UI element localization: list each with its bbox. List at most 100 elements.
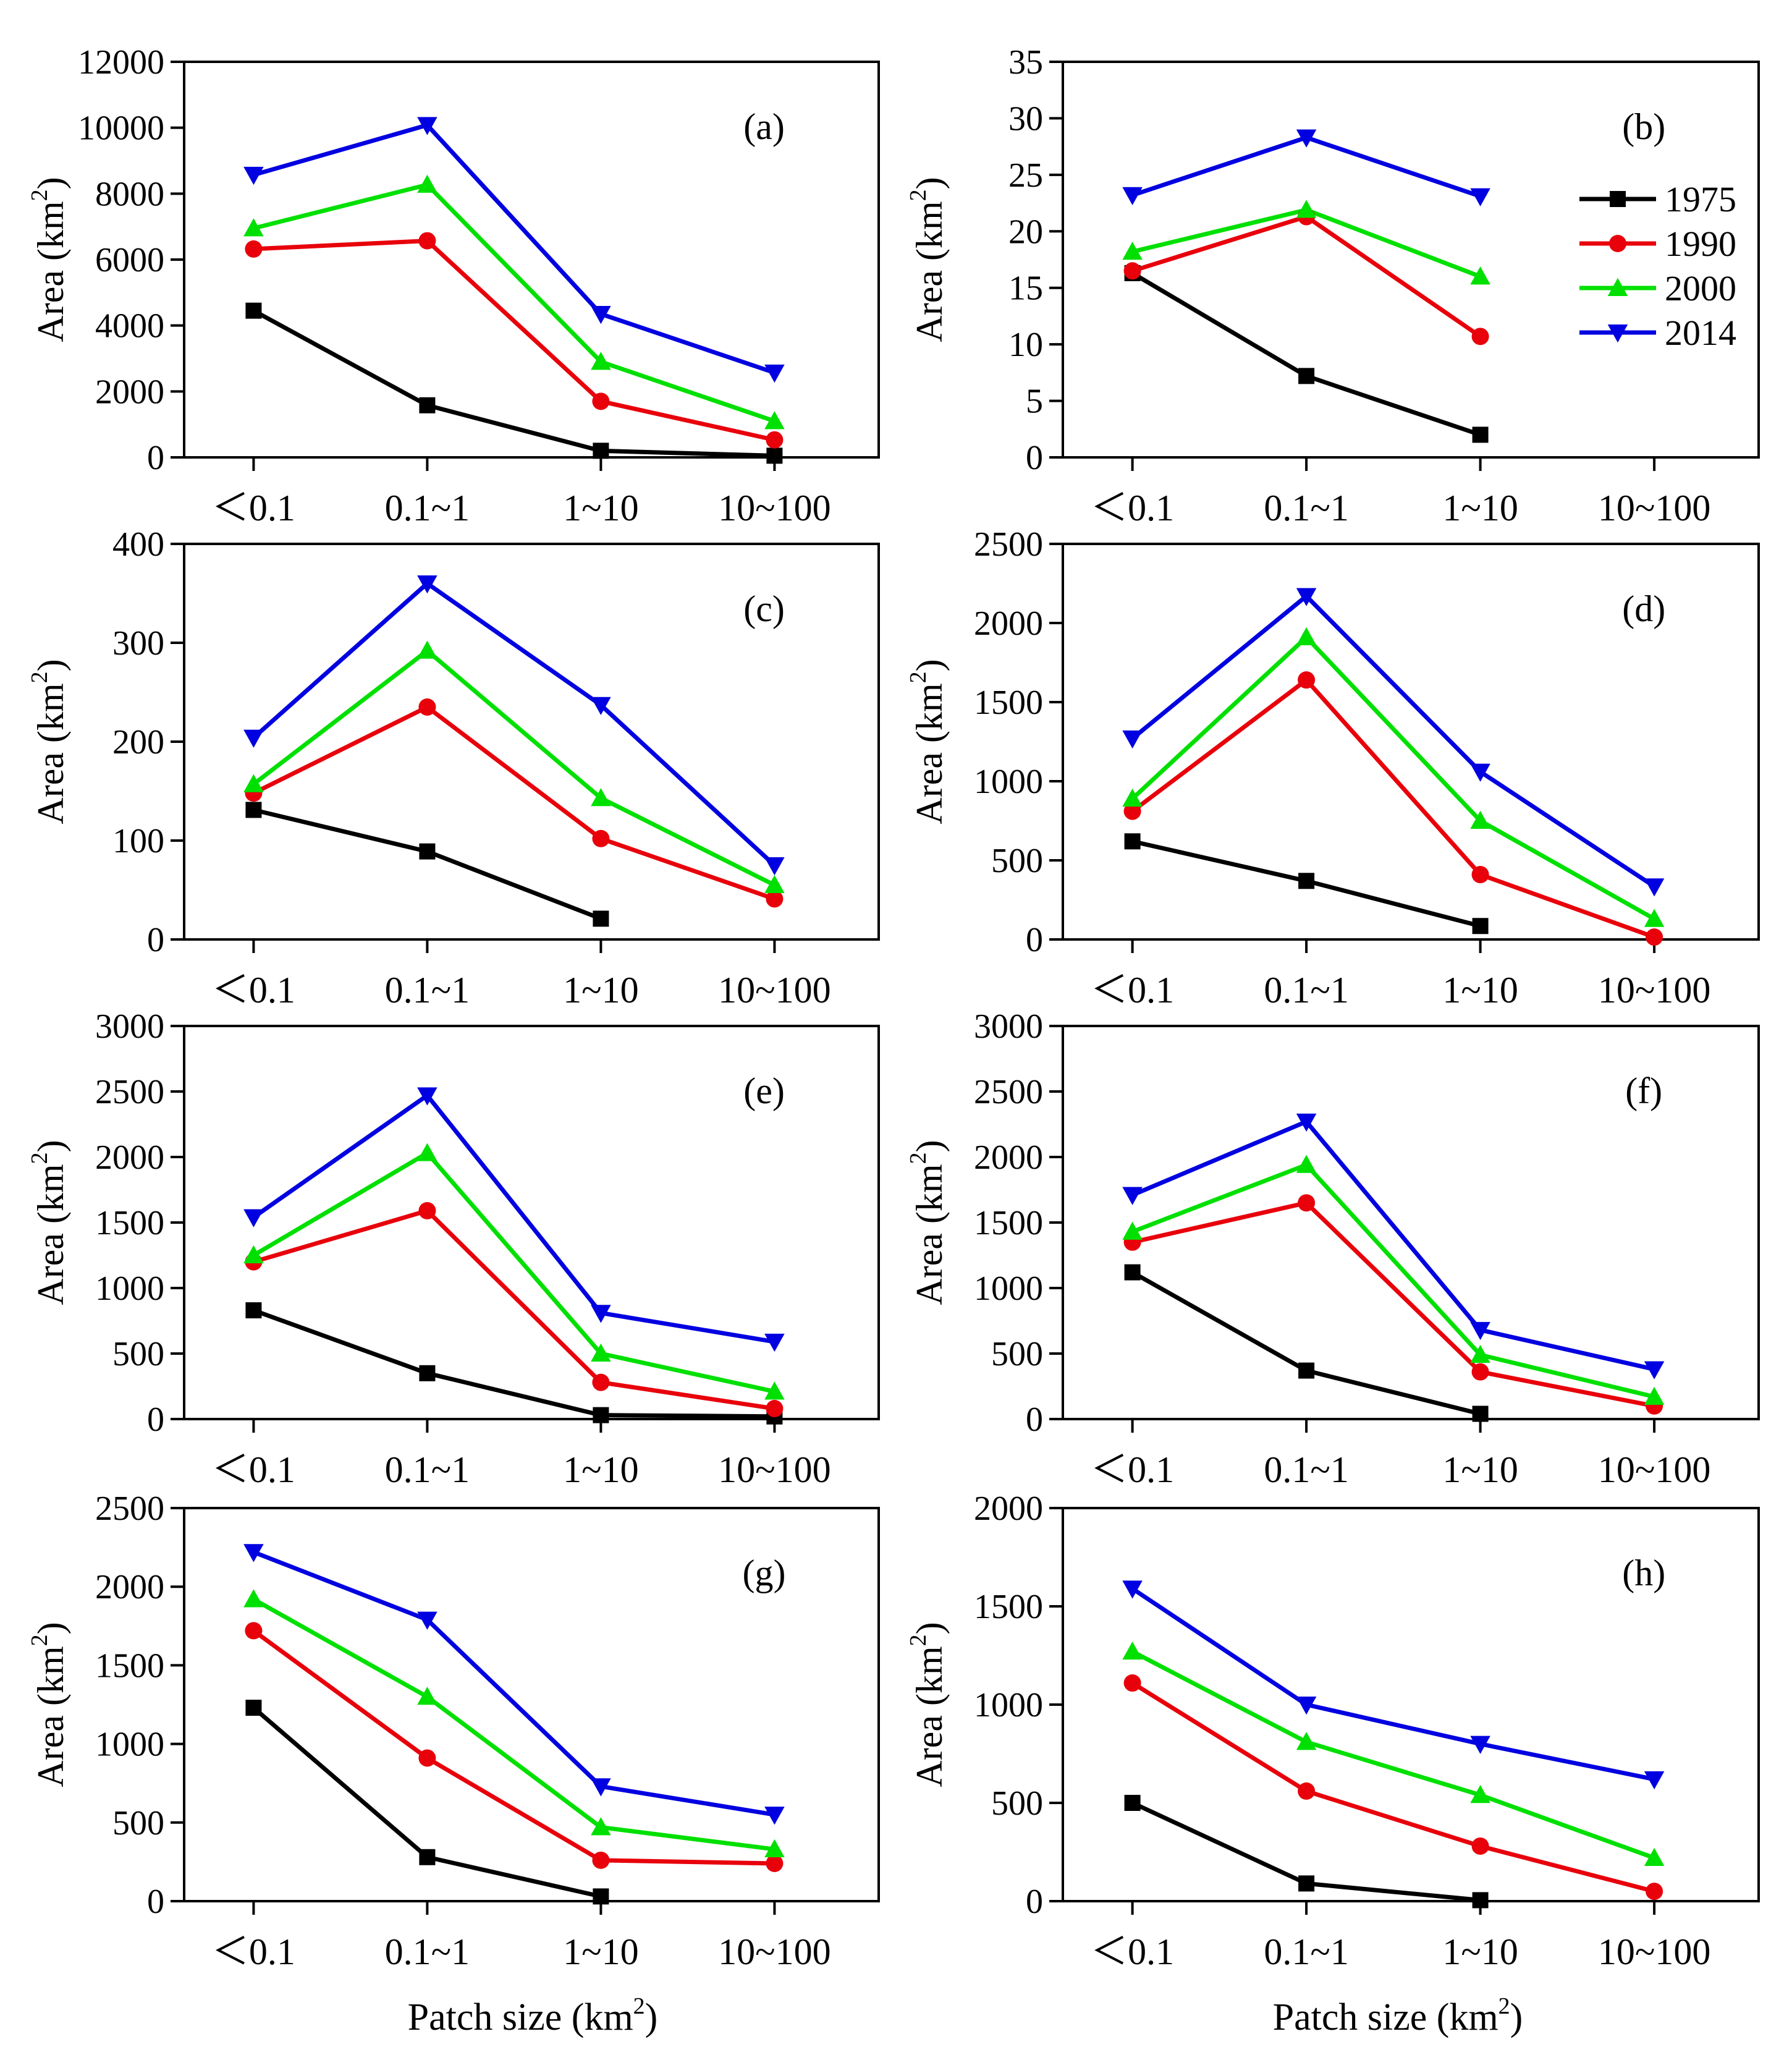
data-point-1975 bbox=[1124, 1795, 1141, 1811]
x-tick-label: ＜0.1 bbox=[1091, 1931, 1174, 1972]
x-axis-label-left: Patch size (km2) bbox=[408, 1993, 658, 2038]
data-point-1975 bbox=[245, 1700, 262, 1716]
y-tick-label: 0 bbox=[1026, 1401, 1043, 1439]
x-tick-label: 10~100 bbox=[718, 488, 830, 528]
x-tick-label: 10~100 bbox=[1598, 970, 1710, 1011]
panel-label: (d) bbox=[1622, 588, 1665, 629]
data-point-2000 bbox=[764, 875, 785, 893]
y-tick-label: 1500 bbox=[974, 1588, 1043, 1626]
y-tick-label: 2000 bbox=[95, 1138, 164, 1177]
data-point-2014 bbox=[1122, 1580, 1143, 1599]
y-axis-label-text: ) bbox=[909, 1140, 950, 1152]
data-point-1975 bbox=[593, 910, 609, 927]
data-point-2014 bbox=[243, 729, 264, 748]
data-point-2014 bbox=[243, 1209, 264, 1227]
y-tick-label: 2500 bbox=[95, 1490, 164, 1528]
data-point-2000 bbox=[591, 352, 611, 370]
y-tick-label: 400 bbox=[112, 525, 164, 564]
x-tick-label: 1~10 bbox=[563, 1449, 638, 1490]
y-tick-label: 0 bbox=[147, 1401, 164, 1439]
data-point-2000 bbox=[1644, 1386, 1665, 1405]
y-axis-label-text: ) bbox=[30, 659, 71, 671]
y-axis-label-sup: 2 bbox=[27, 1634, 53, 1646]
panel-label: (f) bbox=[1625, 1070, 1662, 1111]
data-point-1990 bbox=[592, 829, 610, 847]
data-point-1990 bbox=[1123, 262, 1141, 280]
data-point-2014 bbox=[591, 1305, 611, 1323]
x-tick-label: ＜0.1 bbox=[1091, 970, 1174, 1011]
x-tick-label: 1~10 bbox=[1442, 1449, 1518, 1490]
legend-marker-2014 bbox=[1607, 324, 1628, 343]
y-axis-label-sup: 2 bbox=[905, 189, 931, 201]
y-axis-label-text: ) bbox=[909, 177, 950, 189]
data-point-2000 bbox=[1644, 1847, 1665, 1867]
y-tick-label: 35 bbox=[1008, 43, 1043, 82]
data-point-2014 bbox=[764, 364, 785, 383]
y-tick-label: 1000 bbox=[974, 1686, 1043, 1724]
y-tick-label: 2000 bbox=[974, 1490, 1043, 1528]
data-point-2000 bbox=[417, 1143, 437, 1161]
data-point-2000 bbox=[1470, 266, 1490, 285]
data-point-1975 bbox=[245, 802, 262, 818]
y-axis-label-text: ) bbox=[909, 659, 950, 671]
data-point-2014 bbox=[764, 1333, 785, 1352]
x-tick-label: 1~10 bbox=[563, 970, 638, 1011]
y-axis-label-text: Area (km bbox=[30, 1164, 71, 1305]
data-point-1990 bbox=[1646, 928, 1663, 946]
data-point-2014 bbox=[1470, 1736, 1490, 1754]
data-point-2014 bbox=[1470, 763, 1490, 782]
data-point-1990 bbox=[418, 1749, 436, 1767]
data-point-2014 bbox=[1296, 129, 1317, 148]
x-tick-label: ＜0.1 bbox=[1091, 488, 1174, 528]
y-axis-label-sup: 2 bbox=[905, 671, 931, 683]
data-point-2000 bbox=[591, 1343, 611, 1362]
y-axis-label: Area (km2) bbox=[27, 1140, 71, 1305]
y-tick-label: 2000 bbox=[95, 1568, 164, 1606]
series-line-2000 bbox=[252, 1151, 776, 1394]
data-point-1990 bbox=[766, 431, 784, 449]
series-line-2000 bbox=[252, 1597, 775, 1852]
series-line-2014 bbox=[1131, 1119, 1655, 1371]
panel-f: 0 500 1000 1500 2000 2500 3000 ＜0.1 0.1~1 1~10 10~… bbox=[905, 1007, 1760, 1490]
panel-label: (b) bbox=[1622, 106, 1665, 147]
y-tick-label: 1500 bbox=[95, 1204, 164, 1242]
data-point-1990 bbox=[592, 392, 610, 410]
y-tick-label: 1000 bbox=[974, 1269, 1043, 1308]
y-tick-label: 2000 bbox=[974, 1138, 1043, 1177]
data-point-1990 bbox=[1123, 1674, 1141, 1692]
data-point-1990 bbox=[418, 698, 436, 716]
data-point-1975 bbox=[1472, 1892, 1489, 1909]
data-point-1975 bbox=[1298, 368, 1315, 384]
y-tick-label: 500 bbox=[991, 842, 1043, 880]
data-point-2000 bbox=[1122, 788, 1143, 807]
y-axis-label-text: Area (km bbox=[909, 1646, 950, 1787]
data-point-1990 bbox=[766, 1854, 784, 1872]
y-axis-label: Area (km2) bbox=[27, 659, 71, 824]
series-line-2014 bbox=[253, 122, 776, 375]
panel-g: 0 500 1000 1500 2000 2500 ＜0.1 0.1~1 1~10 10~100 A… bbox=[27, 1490, 880, 1972]
data-point-1975 bbox=[1472, 1405, 1489, 1422]
y-axis-label-text: ) bbox=[30, 1140, 71, 1152]
y-axis-label: Area (km2) bbox=[905, 1622, 950, 1787]
series-line-2014 bbox=[1131, 1587, 1655, 1782]
y-tick-label: 0 bbox=[1026, 1883, 1043, 1921]
panel-label: (h) bbox=[1622, 1553, 1665, 1593]
data-point-1990 bbox=[245, 1622, 263, 1640]
x-tick-label: 1~10 bbox=[563, 1931, 638, 1972]
data-point-2000 bbox=[1470, 1344, 1490, 1363]
data-point-2014 bbox=[591, 1778, 611, 1797]
panel-e: 0 500 1000 1500 2000 2500 3000 ＜0.1 0.1~1 1~10 10~… bbox=[27, 1007, 880, 1490]
data-point-2000 bbox=[1296, 200, 1317, 218]
data-point-2014 bbox=[1470, 1321, 1490, 1341]
y-tick-label: 2500 bbox=[974, 525, 1043, 564]
data-point-2000 bbox=[764, 1381, 785, 1400]
data-point-1975 bbox=[245, 302, 262, 319]
y-tick-label: 1500 bbox=[974, 684, 1043, 722]
y-axis-label-text: ) bbox=[30, 177, 71, 189]
data-point-1975 bbox=[593, 1407, 609, 1423]
data-point-2000 bbox=[1470, 1785, 1490, 1804]
series-line-1990 bbox=[1131, 1681, 1655, 1894]
y-axis-label: Area (km2) bbox=[905, 177, 950, 342]
panel-h: 0 500 1000 1500 2000 ＜0.1 0.1~1 1~10 10~100 Area … bbox=[905, 1490, 1760, 1972]
